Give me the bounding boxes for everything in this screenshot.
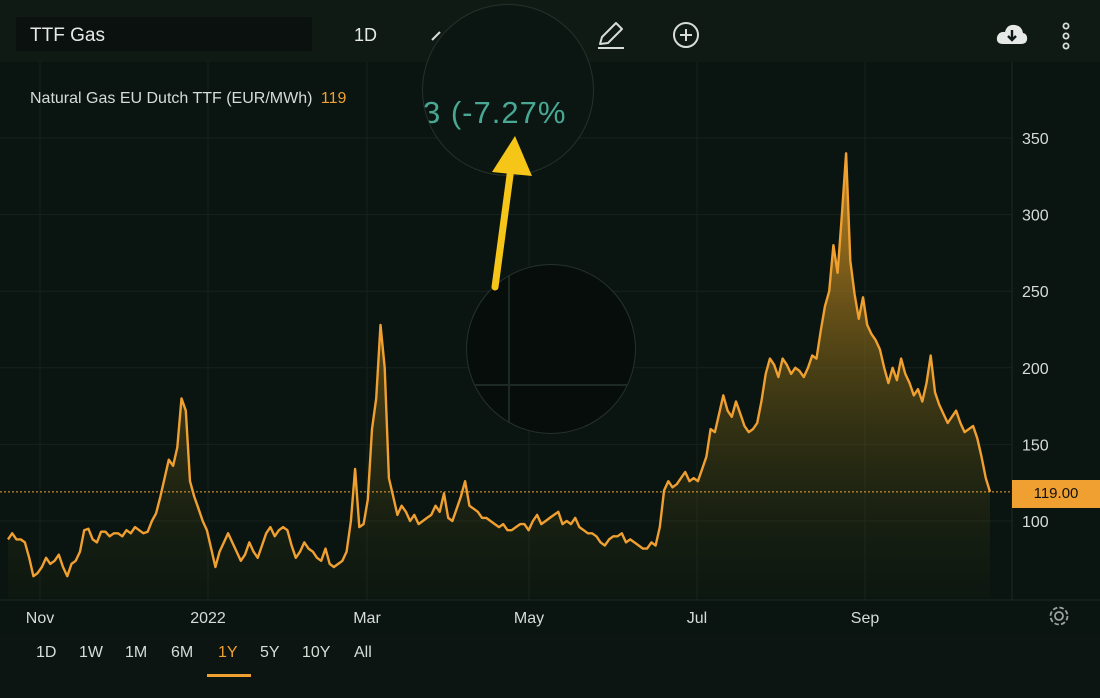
x-tick-label: May bbox=[514, 610, 544, 627]
y-tick-label: 350 bbox=[1022, 131, 1049, 148]
x-tick-label: Mar bbox=[353, 610, 381, 627]
period-button-1y[interactable]: 1Y bbox=[218, 644, 238, 661]
x-tick-label: Jul bbox=[687, 610, 707, 627]
symbol-input[interactable]: TTF Gas bbox=[16, 17, 312, 51]
magnifier-change: 3 (-7.27% bbox=[422, 4, 594, 176]
interval-selector[interactable]: 1D bbox=[354, 25, 378, 45]
x-tick-label: Sep bbox=[851, 610, 880, 627]
price-line bbox=[7, 152, 992, 578]
cloud-download-icon[interactable] bbox=[994, 18, 1030, 54]
x-tick-label: 2022 bbox=[190, 610, 226, 627]
period-bar: 1D 1W 1M 6M 1Y 5Y 10Y All bbox=[0, 634, 1100, 698]
x-tick-label: Nov bbox=[26, 610, 54, 627]
period-button-all[interactable]: All bbox=[354, 644, 372, 661]
last-price-tag: 119.00 bbox=[1012, 480, 1100, 508]
y-tick-label: 100 bbox=[1022, 514, 1049, 531]
legend-value: 119 bbox=[320, 90, 347, 107]
active-period-underline bbox=[207, 674, 251, 677]
period-button-5y[interactable]: 5Y bbox=[260, 644, 280, 661]
gear-icon[interactable] bbox=[1046, 603, 1072, 629]
chart-style-icon[interactable] bbox=[426, 18, 462, 54]
period-button-1w[interactable]: 1W bbox=[79, 644, 103, 661]
period-button-1m[interactable]: 1M bbox=[125, 644, 148, 661]
y-tick-label: 200 bbox=[1022, 361, 1049, 378]
price-area bbox=[8, 153, 990, 599]
y-tick-label: 250 bbox=[1022, 284, 1049, 301]
period-button-10y[interactable]: 10Y bbox=[302, 644, 331, 661]
more-vertical-icon[interactable] bbox=[1048, 18, 1084, 54]
pencil-icon[interactable] bbox=[592, 18, 628, 54]
y-tick-label: 150 bbox=[1022, 437, 1049, 454]
crosshair-icon bbox=[467, 265, 635, 433]
y-tick-label: 300 bbox=[1022, 208, 1049, 225]
period-button-6m[interactable]: 6M bbox=[171, 644, 194, 661]
instrument-name: Natural Gas EU Dutch TTF (EUR/MWh) bbox=[30, 90, 313, 107]
price-change-text: 3 (-7.27% bbox=[423, 95, 567, 130]
period-button-1d[interactable]: 1D bbox=[36, 644, 57, 661]
chart-legend: Natural Gas EU Dutch TTF (EUR/MWh) 119 bbox=[30, 90, 346, 108]
plus-circle-icon[interactable] bbox=[668, 18, 704, 54]
magnifier-crosshair bbox=[466, 264, 636, 434]
